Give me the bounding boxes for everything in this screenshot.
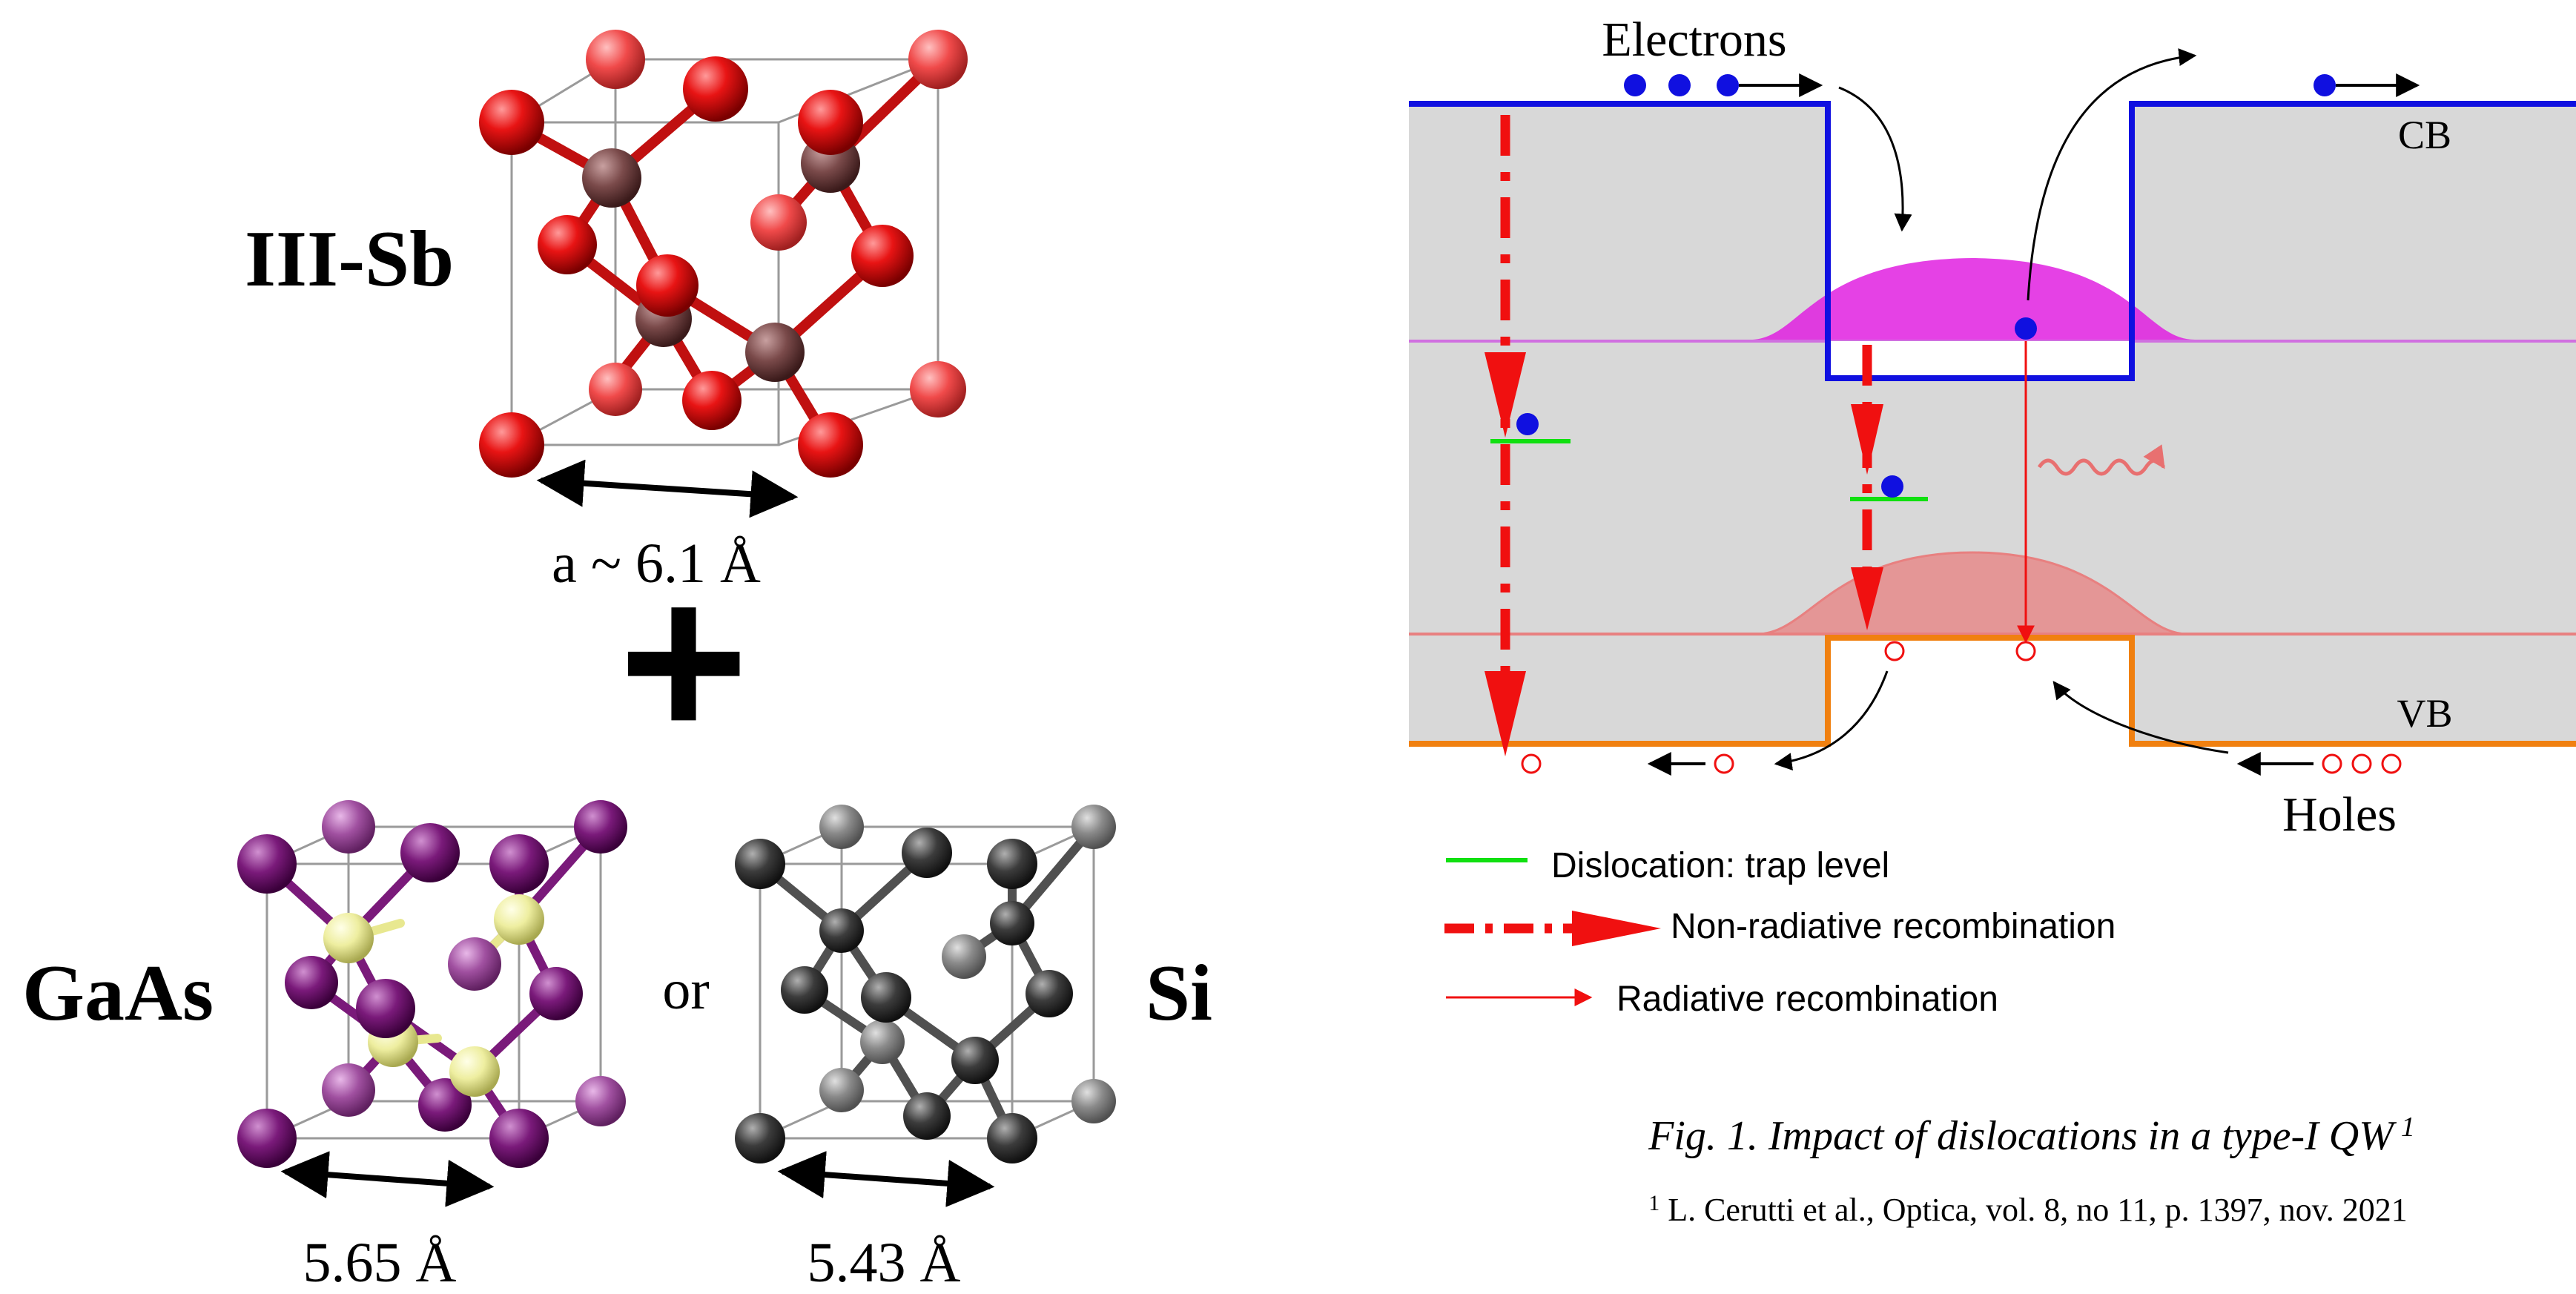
photon-wave-icon	[2037, 444, 2166, 476]
hole-left-1	[1521, 753, 1542, 774]
si-lattice-label: 5.43 Å	[808, 1232, 961, 1294]
barrier-region-left	[1409, 104, 1828, 744]
si-label: Si	[1146, 949, 1212, 1037]
electron-group-left	[1624, 74, 1739, 96]
figure-caption-title: Fig. 1. Impact of dislocations in a type…	[1648, 1113, 2397, 1159]
legend: Dislocation: trap level Non-radiative re…	[1444, 846, 2116, 1019]
electron-escape-arrow	[2027, 48, 2197, 301]
gaas-lattice-arrow	[280, 1151, 495, 1207]
legend-nonradiative-swatch	[1444, 911, 1661, 946]
iii-sb-label: III-Sb	[245, 215, 454, 303]
electron-wavefunction	[1409, 258, 2576, 343]
electron-capture-arrow	[1838, 86, 1912, 232]
iii-sb-lattice-label: a ~ 6.1 Å	[552, 532, 761, 595]
electrons-label: Electrons	[1602, 13, 1786, 67]
gaas-crystal	[237, 800, 627, 1168]
non-radiative-arrow-left	[1484, 115, 1526, 756]
electron-in-well	[2015, 317, 2037, 340]
plus-sign: +	[618, 536, 748, 785]
gaas-lattice-label: 5.65 Å	[303, 1232, 457, 1294]
hole-wavefunction	[1409, 551, 2576, 636]
hole-left-2	[1714, 753, 1734, 774]
non-radiative-arrow-well	[1851, 345, 1883, 630]
valence-band	[1409, 635, 2576, 747]
hole-in-well-1	[1884, 641, 1905, 661]
figure-caption-sup: 1	[2401, 1112, 2415, 1143]
or-text: or	[662, 959, 709, 1021]
vb-label: VB	[2397, 691, 2452, 736]
hole-escape-arrow	[1774, 670, 1889, 771]
hole-group-right	[2322, 753, 2402, 774]
legend-nonradiative-label: Non-radiative recombination	[1671, 907, 2116, 946]
cb-label: CB	[2398, 113, 2451, 157]
reference-body: L. Cerutti et al., Optica, vol. 8, no 11…	[1659, 1192, 2408, 1228]
hole-in-well-2	[2015, 641, 2036, 661]
figure-caption: Fig. 1. Impact of dislocations in a type…	[1648, 1112, 2415, 1159]
si-crystal	[735, 805, 1116, 1163]
band-diagram: CB VB Electrons Holes	[1409, 13, 2576, 842]
barrier-region-right	[2132, 104, 2576, 744]
iii-sb-lattice-arrow	[536, 459, 799, 518]
gaas-label: GaAs	[22, 949, 214, 1037]
electron-right	[2314, 74, 2336, 96]
trapped-electron-left	[1516, 413, 1539, 435]
reference-text: 1 L. Cerutti et al., Optica, vol. 8, no …	[1648, 1191, 2408, 1228]
trapped-electron-well	[1881, 475, 1903, 498]
iii-sb-crystal	[479, 30, 968, 478]
si-lattice-arrow	[777, 1151, 995, 1207]
reference-sup: 1	[1648, 1191, 1659, 1215]
hole-capture-arrow	[2052, 681, 2229, 754]
legend-radiative-label: Radiative recombination	[1616, 980, 1998, 1019]
holes-label: Holes	[2282, 788, 2397, 842]
legend-trap-label: Dislocation: trap level	[1551, 846, 1889, 885]
conduction-band	[1409, 101, 2576, 381]
